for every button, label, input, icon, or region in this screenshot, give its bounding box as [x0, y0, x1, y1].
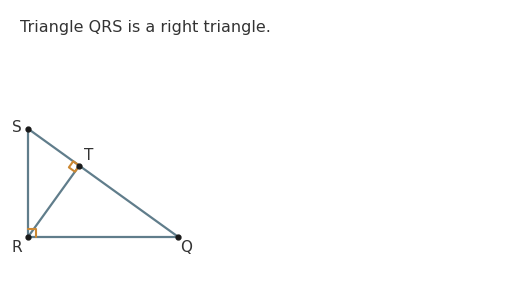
Text: Q: Q — [180, 240, 192, 255]
Text: S: S — [12, 120, 22, 134]
Text: T: T — [84, 148, 94, 163]
Text: R: R — [12, 240, 22, 255]
Text: Triangle QRS is a right triangle.: Triangle QRS is a right triangle. — [20, 20, 271, 35]
